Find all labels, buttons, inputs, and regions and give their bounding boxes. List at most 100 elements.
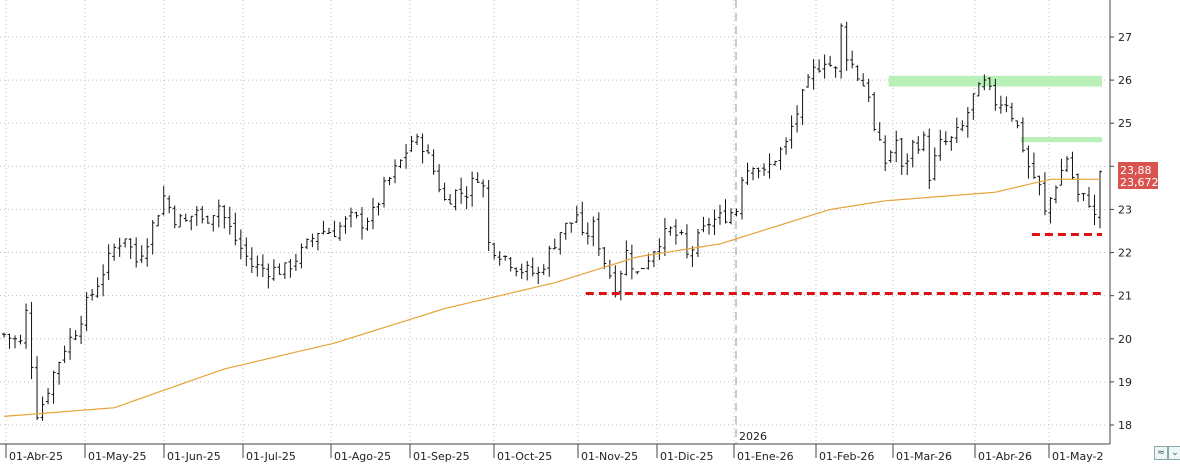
ohlc-bar xyxy=(7,333,12,349)
ohlc-bar xyxy=(822,54,827,79)
ohlc-bar xyxy=(337,221,342,241)
ohlc-bars xyxy=(2,21,1102,421)
ohlc-bar xyxy=(1053,185,1058,204)
ohlc-bar xyxy=(470,171,475,207)
ohlc-bar xyxy=(839,23,844,79)
ohlc-bar xyxy=(624,240,629,276)
ohlc-bar xyxy=(172,205,177,229)
ohlc-bar xyxy=(662,217,667,257)
ohlc-bar xyxy=(178,213,183,228)
support-lines xyxy=(585,232,1102,296)
gridlines xyxy=(0,0,1108,444)
ohlc-bar xyxy=(894,130,899,163)
x-tick-label: 01-Jul-25 xyxy=(246,450,296,463)
ohlc-bar xyxy=(954,117,959,144)
ohlc-bar xyxy=(13,335,18,349)
ohlc-bar xyxy=(1004,96,1009,113)
ohlc-bar xyxy=(508,256,513,272)
last-price-marker xyxy=(1118,162,1158,189)
ohlc-bar xyxy=(784,137,789,155)
scroll-chart-button[interactable]: ≈ xyxy=(1154,446,1168,460)
ohlc-bar xyxy=(1059,158,1064,186)
ohlc-bar xyxy=(376,202,381,216)
ohlc-bar xyxy=(591,216,596,247)
last-price-label: 23,88 xyxy=(1120,164,1152,177)
ohlc-bar xyxy=(46,387,51,405)
ohlc-bar xyxy=(910,139,915,168)
ohlc-bar xyxy=(1048,197,1053,224)
ohlc-bar xyxy=(883,135,888,171)
ohlc-bar xyxy=(51,370,56,404)
ohlc-bar xyxy=(706,217,711,235)
ohlc-bar xyxy=(426,144,431,154)
ohlc-bar xyxy=(200,206,205,224)
ohlc-bar xyxy=(62,345,67,363)
ohlc-bar xyxy=(326,227,331,234)
ohlc-bar xyxy=(960,120,965,132)
ohlc-bar xyxy=(271,259,276,281)
ohlc-bar xyxy=(806,74,811,88)
ohlc-bar xyxy=(117,237,122,258)
ohlc-bar xyxy=(393,159,398,184)
y-tick-label: 20 xyxy=(1118,333,1132,346)
x-tick-label: 01-Dic-25 xyxy=(660,450,714,463)
ohlc-bar xyxy=(844,21,849,71)
ohlc-bar xyxy=(971,93,976,120)
ohlc-bar xyxy=(773,160,778,166)
ohlc-bar xyxy=(18,334,23,345)
expand-chart-button[interactable]: ⌄ xyxy=(1168,446,1180,460)
ohlc-bar xyxy=(728,208,733,225)
x-tick-label: 01-Oct-25 xyxy=(497,450,552,463)
last-price-box: 23,88 23,6725 xyxy=(1118,162,1166,189)
ohlc-bar xyxy=(1042,172,1047,216)
ohlc-bar xyxy=(932,147,937,181)
ohlc-bar xyxy=(866,78,871,103)
ohlc-bar xyxy=(569,222,574,233)
ohlc-bar xyxy=(607,259,612,279)
ohlc-bar xyxy=(57,361,62,385)
ohlc-bar xyxy=(987,77,992,91)
ohlc-bar xyxy=(183,213,188,222)
ohlc-bar xyxy=(492,242,497,260)
ohlc-bar xyxy=(68,328,73,360)
ohlc-bar xyxy=(348,207,353,228)
resistance-zone xyxy=(1020,137,1102,143)
ohlc-bar xyxy=(189,215,194,231)
ohlc-bar xyxy=(899,137,904,176)
ohlc-bar xyxy=(35,356,40,421)
ohlc-bar xyxy=(795,105,800,133)
ohlc-bar xyxy=(1086,186,1091,208)
moving-average-value-label: 23,6725 xyxy=(1120,176,1166,189)
ohlc-bar xyxy=(161,185,166,216)
ohlc-bar xyxy=(536,266,541,285)
ohlc-bar xyxy=(481,179,486,198)
ohlc-bar xyxy=(371,197,376,230)
ohlc-bar xyxy=(574,205,579,223)
x-tick-label: 01-Mar-26 xyxy=(896,450,952,463)
ohlc-bar xyxy=(365,217,370,231)
x-tick-label: 01-Sep-25 xyxy=(413,450,470,463)
ohlc-bar xyxy=(828,55,833,67)
ohlc-bar xyxy=(299,243,304,269)
y-tick-label: 27 xyxy=(1118,31,1132,44)
moving-average-line xyxy=(3,178,1100,417)
ohlc-bar xyxy=(156,214,161,227)
ohlc-bar xyxy=(40,396,45,421)
ohlc-bar xyxy=(668,226,673,236)
ohlc-bar xyxy=(1070,151,1075,180)
ohlc-bar xyxy=(1064,155,1069,172)
ohlc-bar xyxy=(596,212,601,257)
ohlc-bar xyxy=(965,106,970,138)
ohlc-bar xyxy=(24,303,29,349)
ohlc-bar xyxy=(679,229,684,235)
ohlc-bar xyxy=(1098,170,1102,229)
ohlc-bar xyxy=(712,209,717,236)
x-tick-label: 01-May-2 xyxy=(1052,450,1103,463)
ohlc-bar xyxy=(139,245,144,264)
ohlc-bar xyxy=(222,205,227,229)
ohlc-bar xyxy=(238,229,243,260)
ohlc-bar xyxy=(723,199,728,224)
ohlc-bar xyxy=(927,128,932,189)
ohlc-bar xyxy=(585,222,590,245)
ohlc-bar xyxy=(949,136,954,151)
